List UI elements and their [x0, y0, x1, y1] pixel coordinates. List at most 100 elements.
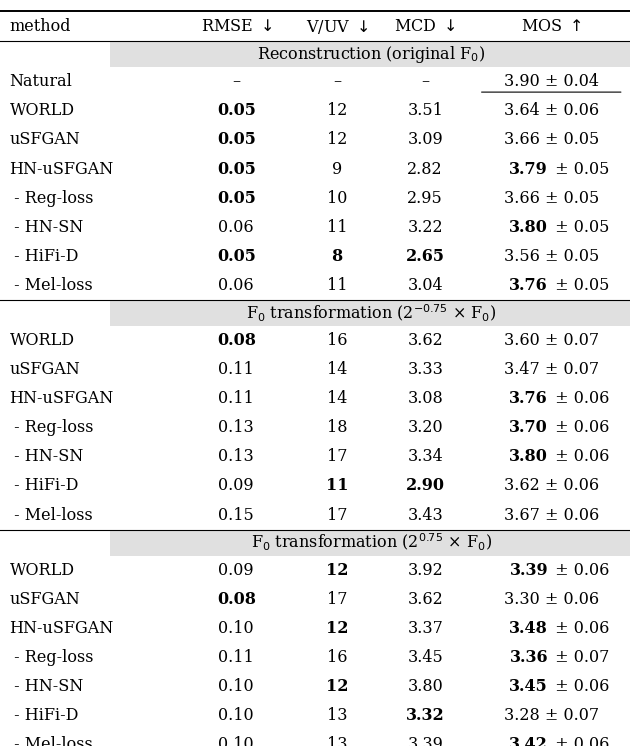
Text: 16: 16	[327, 649, 347, 666]
Text: 3.80: 3.80	[509, 219, 548, 236]
Text: uSFGAN: uSFGAN	[9, 591, 80, 608]
Text: 3.34: 3.34	[408, 448, 443, 466]
Text: 12: 12	[326, 562, 348, 579]
Text: 14: 14	[327, 390, 347, 407]
Text: ± 0.06: ± 0.06	[550, 678, 609, 695]
Text: - Reg-loss: - Reg-loss	[9, 649, 94, 666]
Text: 13: 13	[327, 736, 347, 746]
Bar	[110, 300, 630, 326]
Text: ± 0.06: ± 0.06	[550, 620, 609, 637]
Text: 3.09: 3.09	[408, 131, 443, 148]
Text: –: –	[421, 73, 429, 90]
Text: 3.62: 3.62	[408, 332, 443, 349]
Text: 3.51: 3.51	[408, 102, 443, 119]
Text: - Mel-loss: - Mel-loss	[9, 507, 93, 524]
Text: - HN-SN: - HN-SN	[9, 219, 84, 236]
Text: 12: 12	[326, 620, 348, 637]
Text: WORLD: WORLD	[9, 102, 74, 119]
Text: 3.79: 3.79	[509, 160, 548, 178]
Text: 3.37: 3.37	[408, 620, 443, 637]
Text: 3.76: 3.76	[509, 277, 548, 294]
Text: 3.20: 3.20	[408, 419, 443, 436]
Text: 0.15: 0.15	[219, 507, 254, 524]
Text: ± 0.06: ± 0.06	[550, 390, 609, 407]
Text: Reconstruction (original F$_0$): Reconstruction (original F$_0$)	[258, 44, 486, 65]
Text: 17: 17	[327, 591, 347, 608]
Text: 2.65: 2.65	[406, 248, 445, 265]
Text: - Mel-loss: - Mel-loss	[9, 736, 93, 746]
Text: 0.05: 0.05	[217, 131, 256, 148]
Text: 18: 18	[327, 419, 347, 436]
Text: 3.70: 3.70	[509, 419, 548, 436]
Text: - HN-SN: - HN-SN	[9, 678, 84, 695]
Text: 3.04: 3.04	[408, 277, 443, 294]
Text: 11: 11	[326, 477, 348, 495]
Text: 17: 17	[327, 448, 347, 466]
Text: 3.39: 3.39	[510, 562, 548, 579]
Text: 8: 8	[331, 248, 343, 265]
Text: 3.76: 3.76	[509, 390, 548, 407]
Text: - Reg-loss: - Reg-loss	[9, 189, 94, 207]
Text: 3.67 ± 0.06: 3.67 ± 0.06	[503, 507, 599, 524]
Text: 2.90: 2.90	[406, 477, 445, 495]
Text: ± 0.06: ± 0.06	[550, 448, 609, 466]
Text: 10: 10	[327, 189, 347, 207]
Text: - HiFi-D: - HiFi-D	[9, 248, 79, 265]
Text: 3.66 ± 0.05: 3.66 ± 0.05	[503, 189, 599, 207]
Text: 3.28 ± 0.07: 3.28 ± 0.07	[504, 707, 598, 724]
Text: ± 0.07: ± 0.07	[550, 649, 609, 666]
Text: 3.48: 3.48	[509, 620, 548, 637]
Text: 0.11: 0.11	[219, 361, 254, 378]
Text: 0.06: 0.06	[219, 219, 254, 236]
Text: ± 0.05: ± 0.05	[550, 277, 609, 294]
Text: 0.05: 0.05	[217, 189, 256, 207]
Text: 2.95: 2.95	[408, 189, 443, 207]
Text: 11: 11	[327, 219, 347, 236]
Text: 0.10: 0.10	[219, 707, 254, 724]
Text: 3.90 ± 0.04: 3.90 ± 0.04	[504, 73, 598, 90]
Text: 3.33: 3.33	[408, 361, 443, 378]
Text: 14: 14	[327, 361, 347, 378]
Text: 3.45: 3.45	[509, 678, 548, 695]
Text: 12: 12	[327, 131, 347, 148]
Text: MCD $\downarrow$: MCD $\downarrow$	[394, 18, 456, 35]
Text: 0.06: 0.06	[219, 277, 254, 294]
Text: WORLD: WORLD	[9, 332, 74, 349]
Text: ± 0.06: ± 0.06	[550, 736, 609, 746]
Text: F$_0$ transformation (2$^{-0.75}$ × F$_0$): F$_0$ transformation (2$^{-0.75}$ × F$_0…	[246, 302, 497, 324]
Text: 3.39: 3.39	[408, 736, 443, 746]
Text: ± 0.05: ± 0.05	[550, 160, 609, 178]
Text: ± 0.06: ± 0.06	[550, 419, 609, 436]
Text: 13: 13	[327, 707, 347, 724]
Text: 0.10: 0.10	[219, 678, 254, 695]
Text: 3.36: 3.36	[510, 649, 548, 666]
Text: 0.10: 0.10	[219, 620, 254, 637]
Text: 0.09: 0.09	[219, 477, 254, 495]
Text: 17: 17	[327, 507, 347, 524]
Text: 3.08: 3.08	[408, 390, 443, 407]
Bar	[110, 530, 630, 556]
Text: 3.47 ± 0.07: 3.47 ± 0.07	[504, 361, 598, 378]
Text: 11: 11	[327, 277, 347, 294]
Text: 3.56 ± 0.05: 3.56 ± 0.05	[503, 248, 599, 265]
Text: 2.82: 2.82	[408, 160, 443, 178]
Text: MOS $\uparrow$: MOS $\uparrow$	[521, 18, 581, 35]
Text: 0.13: 0.13	[219, 448, 254, 466]
Text: –: –	[232, 73, 240, 90]
Text: –: –	[333, 73, 341, 90]
Text: 3.62: 3.62	[408, 591, 443, 608]
Text: 0.05: 0.05	[217, 248, 256, 265]
Text: 0.05: 0.05	[217, 102, 256, 119]
Text: 3.22: 3.22	[408, 219, 443, 236]
Text: 3.64 ± 0.06: 3.64 ± 0.06	[504, 102, 598, 119]
Text: 3.30 ± 0.06: 3.30 ± 0.06	[504, 591, 598, 608]
Text: 0.11: 0.11	[219, 390, 254, 407]
Text: F$_0$ transformation (2$^{0.75}$ × F$_0$): F$_0$ transformation (2$^{0.75}$ × F$_0$…	[251, 532, 492, 554]
Text: 0.10: 0.10	[219, 736, 254, 746]
Text: 3.66 ± 0.05: 3.66 ± 0.05	[503, 131, 599, 148]
Text: 12: 12	[327, 102, 347, 119]
Text: 3.45: 3.45	[408, 649, 443, 666]
Text: 9: 9	[332, 160, 342, 178]
Text: 12: 12	[326, 678, 348, 695]
Text: 0.13: 0.13	[219, 419, 254, 436]
